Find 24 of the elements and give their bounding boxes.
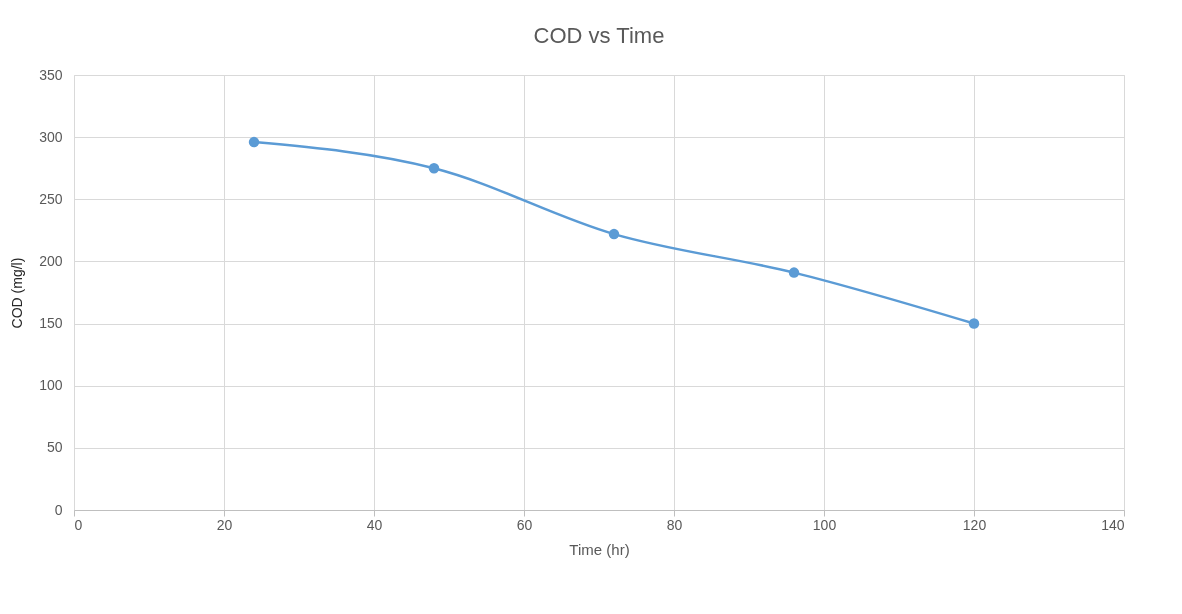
- x-tick-label: 40: [366, 516, 383, 533]
- x-tick-label: 20: [216, 516, 233, 533]
- y-axis-title: COD (mg/l): [9, 257, 26, 329]
- x-tick-label: 100: [812, 516, 837, 533]
- x-axis-title: Time (hr): [569, 540, 630, 558]
- y-tick-label: 200: [39, 252, 63, 269]
- point: [248, 136, 260, 148]
- point: [968, 318, 980, 329]
- y-tick-label: 250: [39, 190, 63, 207]
- chart-title: COD vs Time: [533, 23, 665, 48]
- y-tick-label: 350: [39, 66, 63, 83]
- point: [788, 267, 800, 278]
- point: [428, 162, 440, 174]
- point: [608, 228, 620, 240]
- x-tick-label: 120: [962, 516, 987, 533]
- x-tick-label: 140: [1101, 516, 1125, 533]
- y-tick-label: 100: [39, 377, 63, 394]
- y-tick-label: 50: [46, 439, 63, 456]
- x-tick-label: 80: [666, 516, 683, 533]
- y-tick-label: 0: [54, 501, 63, 518]
- x-tick-label: 60: [516, 516, 533, 533]
- y-tick-label: 300: [39, 128, 63, 145]
- y-tick-label: 150: [39, 315, 63, 332]
- x-tick-label: 0: [74, 516, 83, 533]
